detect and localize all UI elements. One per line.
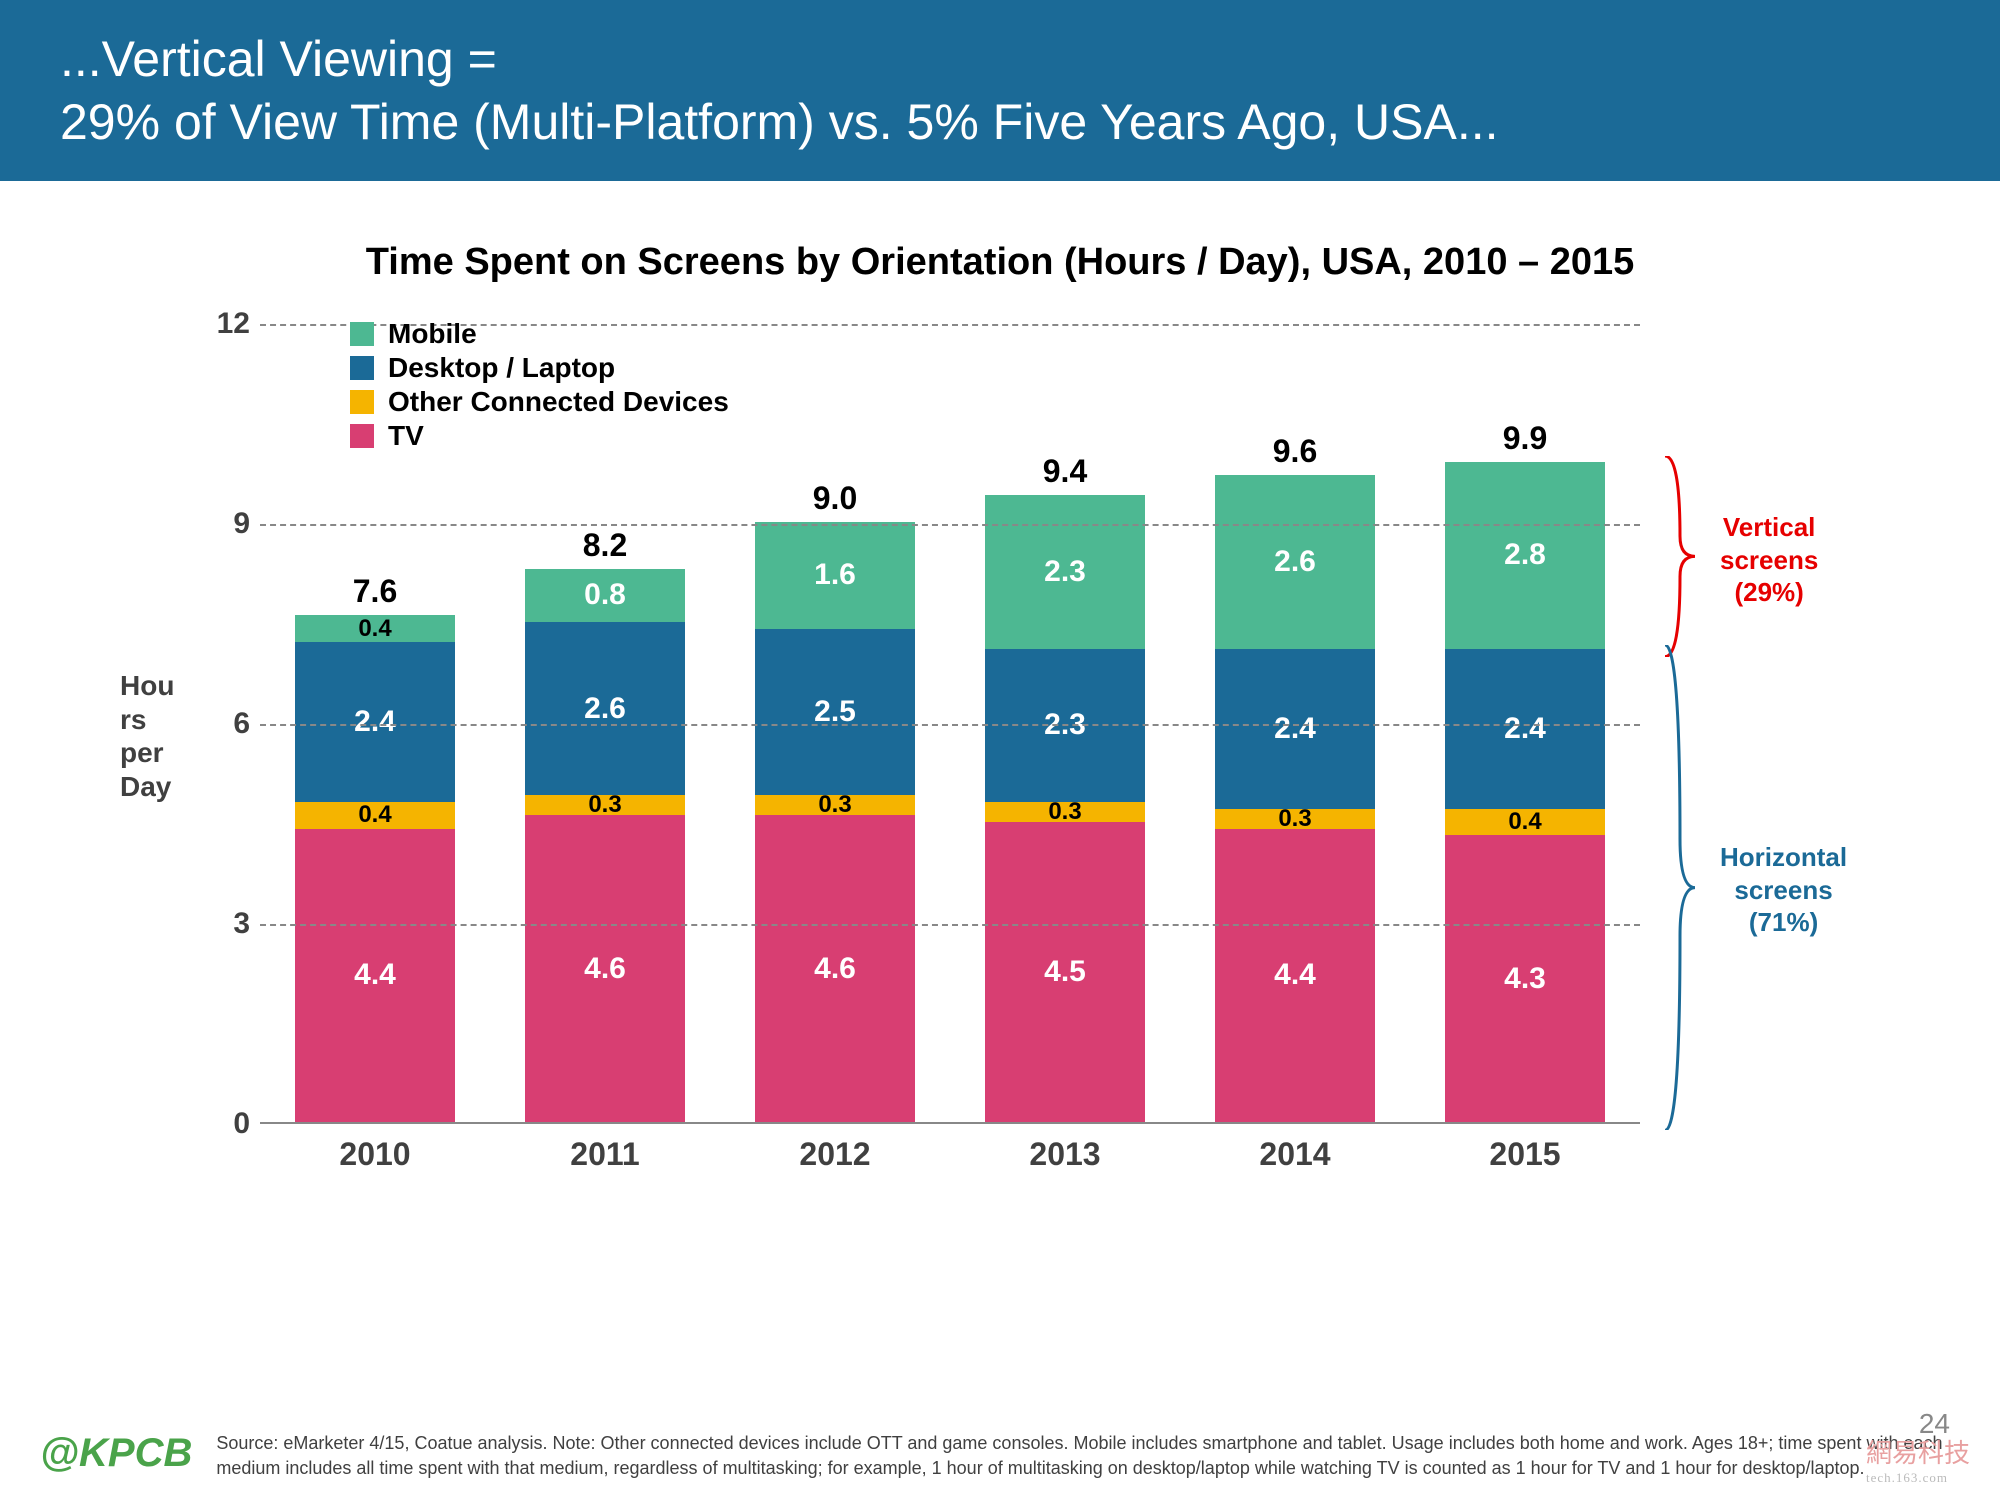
bar-segment: 2.6 <box>1215 475 1375 648</box>
header-line2: 29% of View Time (Multi-Platform) vs. 5%… <box>60 91 1960 154</box>
bar-column: 9.01.62.50.34.6 <box>755 522 915 1122</box>
legend-item: Mobile <box>350 318 729 350</box>
legend-swatch <box>350 356 374 380</box>
bar-segment: 2.3 <box>985 495 1145 648</box>
xtick-label: 2010 <box>295 1136 455 1173</box>
bar-total-label: 9.0 <box>755 480 915 517</box>
xtick-label: 2013 <box>985 1136 1145 1173</box>
bar-segment: 2.4 <box>1215 649 1375 809</box>
bar-segment: 4.6 <box>755 815 915 1122</box>
bar-total-label: 9.9 <box>1445 420 1605 457</box>
bar-segment: 1.6 <box>755 522 915 629</box>
bar-segment: 0.8 <box>525 569 685 622</box>
legend-label: Mobile <box>388 318 477 350</box>
chart-title: Time Spent on Screens by Orientation (Ho… <box>60 241 1940 284</box>
brand-logo: @KPCB <box>40 1431 192 1476</box>
xtick-label: 2011 <box>525 1136 685 1173</box>
ytick-label: 6 <box>190 707 250 741</box>
ytick-label: 12 <box>190 307 250 341</box>
bar-segment: 0.3 <box>985 802 1145 822</box>
bar-total-label: 9.6 <box>1215 433 1375 470</box>
legend-swatch <box>350 322 374 346</box>
bar-column: 7.60.42.40.44.4 <box>295 615 455 1122</box>
bar-segment: 2.8 <box>1445 462 1605 649</box>
bar-column: 9.42.32.30.34.5 <box>985 495 1145 1122</box>
bar-segment: 2.4 <box>1445 649 1605 809</box>
legend-label: Desktop / Laptop <box>388 352 615 384</box>
bar-segment: 0.4 <box>1445 809 1605 836</box>
bar-segment: 4.4 <box>295 829 455 1122</box>
bar-column: 9.62.62.40.34.4 <box>1215 475 1375 1122</box>
xaxis-labels: 2010 2011 2012 2013 2014 2015 <box>260 1136 1640 1173</box>
bracket-horizontal <box>1660 645 1700 1130</box>
bar-total-label: 7.6 <box>295 573 455 610</box>
chart: HoursperDay Mobile Desktop / Laptop Othe… <box>130 324 1940 1194</box>
annotation-vertical: Verticalscreens(29%) <box>1720 511 1818 609</box>
bar-segment: 4.6 <box>525 815 685 1122</box>
ytick-label: 9 <box>190 507 250 541</box>
legend-swatch <box>350 424 374 448</box>
source-text: Source: eMarketer 4/15, Coatue analysis.… <box>216 1431 1960 1480</box>
gridline <box>260 924 1640 926</box>
bar-segment: 4.5 <box>985 822 1145 1122</box>
bar-segment: 0.3 <box>525 795 685 815</box>
bar-segment: 4.3 <box>1445 835 1605 1122</box>
bar-total-label: 8.2 <box>525 527 685 564</box>
ytick-label: 0 <box>190 1107 250 1141</box>
bar-segment: 0.4 <box>295 802 455 829</box>
slide-content: Time Spent on Screens by Orientation (Ho… <box>0 181 2000 1194</box>
bar-segment: 2.6 <box>525 622 685 795</box>
bar-segment: 2.5 <box>755 629 915 796</box>
gridline <box>260 724 1640 726</box>
ytick-label: 3 <box>190 907 250 941</box>
legend-item: Desktop / Laptop <box>350 352 729 384</box>
annotation-horizontal: Horizontalscreens(71%) <box>1720 841 1847 939</box>
xtick-label: 2012 <box>755 1136 915 1173</box>
legend-item: Other Connected Devices <box>350 386 729 418</box>
bar-segment: 0.4 <box>295 615 455 642</box>
slide-header: ...Vertical Viewing = 29% of View Time (… <box>0 0 2000 181</box>
legend-label: Other Connected Devices <box>388 386 729 418</box>
header-line1: ...Vertical Viewing = <box>60 28 1960 91</box>
bar-segment: 0.3 <box>1215 809 1375 829</box>
watermark: 網易科技 tech.163.com <box>1866 1433 1970 1486</box>
xtick-label: 2014 <box>1215 1136 1375 1173</box>
legend-swatch <box>350 390 374 414</box>
bracket-vertical <box>1660 456 1700 657</box>
bar-column: 9.92.82.40.44.3 <box>1445 462 1605 1122</box>
legend-item: TV <box>350 420 729 452</box>
bar-total-label: 9.4 <box>985 453 1145 490</box>
gridline <box>260 524 1640 526</box>
legend: Mobile Desktop / Laptop Other Connected … <box>350 318 729 454</box>
bar-segment: 0.3 <box>755 795 915 815</box>
bar-segment: 4.4 <box>1215 829 1375 1122</box>
xtick-label: 2015 <box>1445 1136 1605 1173</box>
bar-segment: 2.4 <box>295 642 455 802</box>
bar-column: 8.20.82.60.34.6 <box>525 569 685 1122</box>
legend-label: TV <box>388 420 424 452</box>
footer: @KPCB Source: eMarketer 4/15, Coatue ana… <box>40 1431 1960 1480</box>
